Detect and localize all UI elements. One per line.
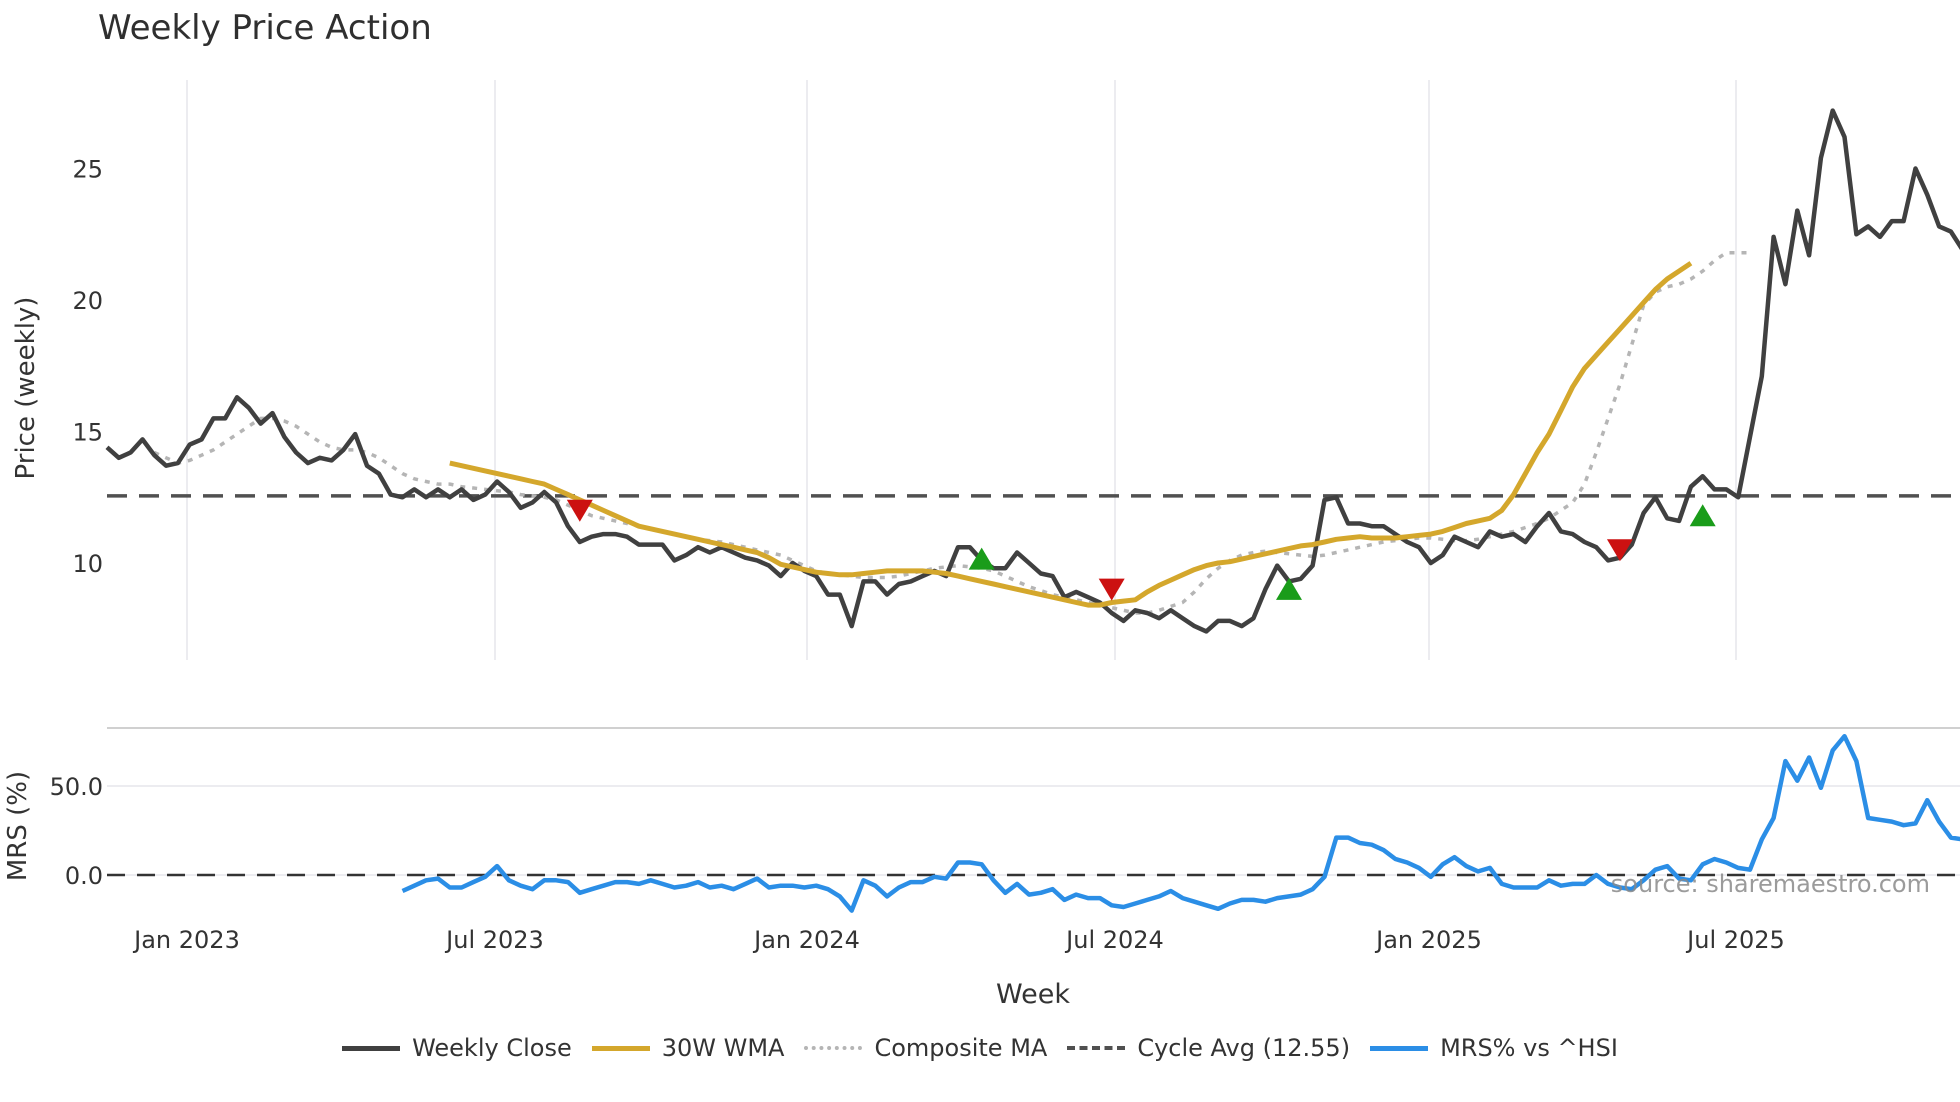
x-tick-label: Jan 2023: [132, 926, 240, 954]
legend-item-mrs[interactable]: MRS% vs ^HSI: [1370, 1034, 1618, 1062]
buy-signal-icon: [1689, 504, 1716, 527]
sell-signal-icon: [1098, 578, 1125, 601]
y-tick-label: 15: [72, 419, 103, 447]
legend-label: Composite MA: [874, 1034, 1048, 1062]
weekly-close-line: [105, 108, 1960, 634]
watermark: source: sharemaestro.com: [1611, 870, 1930, 898]
y-tick-label: 20: [72, 287, 103, 315]
legend-label: Weekly Close: [412, 1034, 572, 1062]
price-y-axis-label: Price (weekly): [11, 297, 41, 480]
wma-line: [449, 261, 1693, 608]
cycle-avg-swatch-icon: [1067, 1046, 1126, 1050]
mrs-swatch-icon: [1370, 1045, 1429, 1051]
buy-signal-icon: [1276, 577, 1302, 600]
legend-item-composite[interactable]: Composite MA: [804, 1034, 1047, 1062]
y-tick-label: 0.0: [65, 862, 103, 890]
legend-label: Cycle Avg (12.55): [1137, 1034, 1351, 1062]
y-tick-label: 50.0: [50, 773, 103, 801]
legend-label: MRS% vs ^HSI: [1440, 1034, 1618, 1062]
grid-lines: [107, 80, 1960, 876]
price-y-axis: 10 15 20 25: [72, 156, 103, 579]
x-axis: Jan 2023 Jul 2023 Jan 2024 Jul 2024 Jan 2025…: [132, 926, 1785, 954]
price-series: [105, 108, 1960, 634]
x-axis-label: Week: [996, 979, 1070, 1010]
legend-item-cycle[interactable]: Cycle Avg (12.55): [1067, 1034, 1350, 1062]
mrs-line: [401, 733, 1960, 913]
x-tick-label: Jan 2024: [752, 926, 860, 954]
legend: Weekly Close 30W WMA Composite MA Cycle …: [0, 1034, 1960, 1062]
mrs-y-axis: 0.0 50.0: [50, 773, 103, 890]
legend-item-close[interactable]: Weekly Close: [342, 1034, 572, 1062]
x-tick-label: Jul 2024: [1064, 926, 1164, 954]
y-tick-label: 25: [72, 156, 103, 184]
mrs-y-axis-label: MRS (%): [3, 771, 33, 881]
sell-signal-icon: [1606, 539, 1633, 562]
weekly-close-swatch-icon: [342, 1045, 401, 1051]
mrs-series: [107, 733, 1960, 913]
x-tick-label: Jul 2025: [1685, 926, 1785, 954]
composite-ma-swatch-icon: [804, 1046, 863, 1050]
y-tick-label: 10: [72, 550, 103, 578]
legend-label: 30W WMA: [661, 1034, 785, 1062]
chart-title: Weekly Price Action: [98, 8, 432, 48]
x-tick-label: Jan 2025: [1374, 926, 1482, 954]
wma-swatch-icon: [591, 1045, 650, 1051]
x-tick-label: Jul 2023: [444, 926, 544, 954]
sell-signal-icon: [566, 499, 593, 522]
legend-item-wma[interactable]: 30W WMA: [591, 1034, 785, 1062]
buy-signal-icon: [968, 547, 995, 570]
